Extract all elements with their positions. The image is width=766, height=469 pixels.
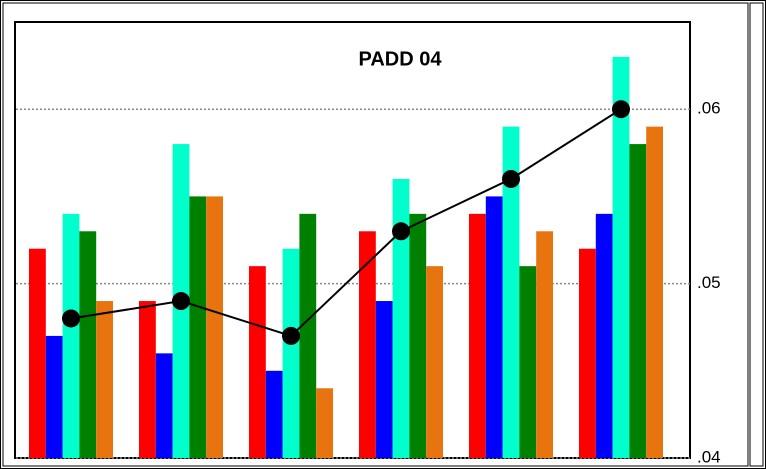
panel-frame — [2, 2, 749, 467]
bar — [595, 213, 613, 458]
bar — [155, 353, 173, 458]
bar — [316, 388, 333, 458]
bar — [536, 231, 553, 458]
line-marker — [502, 169, 520, 188]
bar — [519, 266, 537, 458]
bar — [359, 231, 376, 458]
bar — [189, 196, 207, 458]
line-marker — [172, 292, 190, 311]
bar — [502, 126, 520, 458]
bar — [629, 144, 647, 458]
bar — [646, 126, 663, 458]
y-tick-label: .04 — [697, 447, 721, 466]
side-strip — [749, 2, 764, 467]
bar — [612, 56, 630, 458]
bar — [409, 213, 427, 458]
bar — [299, 213, 317, 458]
line-marker — [62, 309, 80, 328]
line-marker — [282, 326, 300, 345]
bar — [206, 196, 223, 458]
y-tick-label: .06 — [697, 99, 721, 118]
bar — [45, 335, 63, 458]
bar — [29, 248, 46, 458]
line-marker — [392, 222, 410, 241]
chart-title: PADD 04 — [359, 48, 443, 70]
bar — [392, 178, 410, 458]
bar — [79, 231, 97, 458]
bar — [139, 301, 156, 458]
bar — [485, 196, 503, 458]
bar — [249, 266, 266, 458]
bar — [282, 248, 300, 458]
bar — [96, 301, 113, 458]
bar — [579, 248, 596, 458]
bar — [375, 301, 393, 458]
bar — [469, 213, 486, 458]
bar — [426, 266, 443, 458]
y-tick-label: .05 — [697, 273, 721, 292]
line-marker — [612, 100, 630, 119]
bar — [265, 370, 283, 458]
bar — [62, 213, 80, 458]
line — [70, 108, 622, 338]
